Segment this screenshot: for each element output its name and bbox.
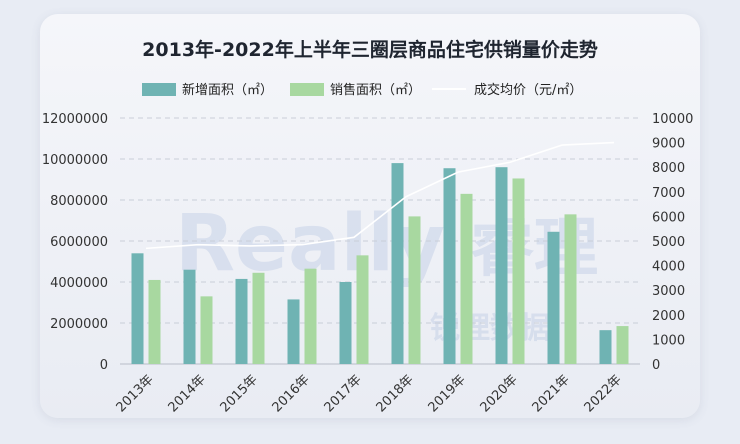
y-left-tick-label: 0	[100, 358, 108, 373]
x-tick-label: 2020年	[478, 372, 521, 415]
y-right-tick-label: 2000	[652, 309, 685, 324]
legend: 新增面积（㎡） 销售面积（㎡） 成交均价（元/㎡）	[142, 82, 582, 98]
bar-new-area	[547, 231, 560, 364]
y-right-tick-label: 6000	[652, 210, 685, 225]
y-right-tick-label: 3000	[652, 284, 685, 299]
legend-label-avg-price: 成交均价（元/㎡）	[474, 82, 582, 98]
bar-new-area	[443, 168, 456, 364]
watermark-cn-top: 睿理	[470, 212, 598, 286]
bar-sales-area	[460, 193, 473, 364]
y-left-tick-label: 12000000	[42, 112, 108, 127]
y-right-tick-label: 1000	[652, 333, 685, 348]
y-right-tick-label: 9000	[652, 137, 685, 152]
x-tick-label: 2014年	[166, 372, 209, 415]
y-left-tick-label: 10000000	[42, 153, 108, 168]
bar-new-area	[287, 299, 300, 364]
x-tick-label: 2022年	[582, 372, 625, 415]
x-axis: 2013年 2014年 2015年 2016年 2017年 2018年 2019年 2020年…	[114, 372, 625, 415]
y-axis-right: 0 1000 2000 3000 4000 5000 6000 7000 8000 9000 100…	[652, 112, 693, 373]
bar-new-area	[599, 330, 612, 364]
legend-swatch-sales-area	[290, 83, 324, 96]
x-tick-label: 2016年	[270, 372, 313, 415]
bar-sales-area	[200, 296, 213, 364]
bar-sales-area	[616, 326, 629, 364]
price-line-path	[145, 141, 615, 250]
legend-label-sales-area: 销售面积（㎡）	[330, 82, 421, 98]
price-line	[145, 141, 615, 250]
y-axis-left: 0 2000000 4000000 6000000 8000000 10000000 120…	[42, 112, 108, 373]
y-right-tick-label: 0	[652, 358, 660, 373]
x-tick-label: 2021年	[530, 372, 573, 415]
y-left-tick-label: 8000000	[50, 194, 108, 209]
legend-swatch-new-area	[142, 83, 176, 96]
bar-new-area	[495, 167, 508, 364]
y-right-tick-label: 5000	[652, 235, 685, 250]
x-tick-label: 2013年	[114, 372, 157, 415]
x-tick-label: 2019年	[426, 372, 469, 415]
bar-sales-area	[304, 268, 317, 364]
x-tick-label: 2015年	[218, 372, 261, 415]
y-right-tick-label: 8000	[652, 161, 685, 176]
bar-sales-area	[564, 214, 577, 364]
legend-label-new-area: 新增面积（㎡）	[182, 82, 273, 98]
bar-sales-area	[356, 255, 369, 364]
bar-sales-area	[252, 272, 265, 364]
y-right-tick-label: 4000	[652, 260, 685, 275]
y-right-tick-label: 7000	[652, 186, 685, 201]
bar-new-area	[339, 282, 352, 364]
bar-new-area	[131, 253, 144, 364]
bars	[131, 163, 629, 364]
y-right-tick-label: 10000	[652, 112, 693, 127]
bar-new-area	[235, 278, 248, 364]
y-left-tick-label: 6000000	[50, 235, 108, 250]
x-tick-label: 2018年	[374, 372, 417, 415]
bar-sales-area	[408, 216, 421, 364]
chart-title: 2013年-2022年上半年三圈层商品住宅供销量价走势	[142, 38, 598, 61]
bar-sales-area	[148, 279, 161, 364]
y-left-tick-label: 4000000	[50, 276, 108, 291]
bar-new-area	[183, 269, 196, 364]
bar-new-area	[391, 163, 404, 364]
y-left-tick-label: 2000000	[50, 317, 108, 332]
bar-sales-area	[512, 178, 525, 364]
x-tick-label: 2017年	[322, 372, 365, 415]
